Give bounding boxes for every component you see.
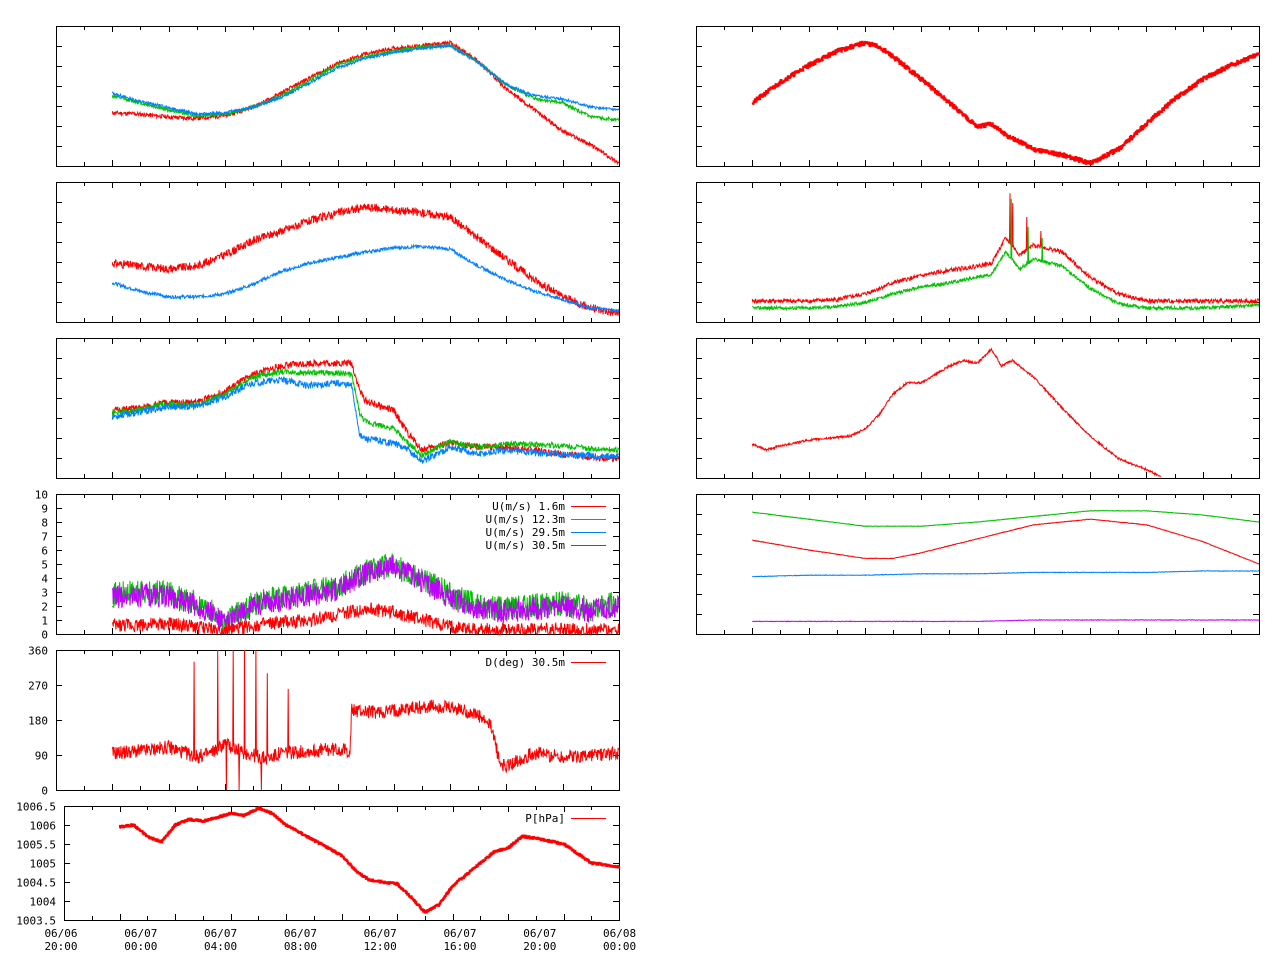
y-tick-label: 3 — [41, 587, 48, 600]
y-tick-label: 1004 — [30, 896, 57, 909]
x-tick-label-time: 16:00 — [443, 940, 476, 953]
series-line-L1-1 — [111, 43, 620, 123]
y-tick-label: 8 — [41, 517, 48, 530]
y-tick-label: 360 — [28, 645, 48, 658]
y-tick-label: 1003.5 — [16, 915, 56, 928]
x-tick-label-date: 06/08 — [603, 927, 636, 940]
y-tick-label: 1 — [41, 615, 48, 628]
x-tick-label-date: 06/06 — [44, 927, 77, 940]
y-tick-label: 1006.5 — [16, 801, 56, 814]
x-tick-label-date: 06/07 — [204, 927, 237, 940]
series-line-R2-1 — [751, 198, 1260, 312]
plot-frame-L2 — [56, 182, 620, 323]
x-tick-label-date: 06/07 — [364, 927, 397, 940]
series-line-R4-2 — [752, 569, 1260, 578]
legend-label: P[hPa] — [525, 812, 565, 825]
series-line-L1-0 — [111, 39, 619, 166]
series-line-R1-0 — [751, 40, 1260, 166]
y-tick-label: 1005.5 — [16, 839, 56, 852]
x-tick-label-date: 06/07 — [523, 927, 556, 940]
legend-label: D(deg) 30.5m — [486, 656, 566, 669]
legend-label: U(m/s) 29.5m — [486, 526, 566, 539]
legend-label: U(m/s) 12.3m — [486, 513, 566, 526]
x-tick-label-time: 20:00 — [523, 940, 556, 953]
x-tick-label-date: 06/07 — [284, 927, 317, 940]
y-tick-label: 1004.5 — [16, 877, 56, 890]
x-tick-label-date: 06/07 — [124, 927, 157, 940]
y-tick-label: 4 — [41, 573, 48, 586]
series-line-L4-1 — [111, 555, 620, 635]
legend-label: U(m/s) 30.5m — [486, 539, 566, 552]
y-tick-label: 0 — [41, 785, 48, 798]
y-tick-label: 180 — [28, 715, 48, 728]
x-tick-label-time: 00:00 — [603, 940, 636, 953]
series-line-L6-0 — [119, 806, 620, 914]
y-tick-label: 5 — [41, 559, 48, 572]
legend-label: U(m/s) 1.6m — [492, 500, 565, 513]
series-line-L4-2 — [111, 602, 620, 636]
y-tick-label: 0 — [41, 629, 48, 642]
x-tick-label-time: 08:00 — [284, 940, 317, 953]
y-tick-label: 7 — [41, 531, 48, 544]
x-tick-label-time: 20:00 — [44, 940, 77, 953]
series-line-L5-0 — [111, 649, 620, 791]
y-tick-label: 9 — [41, 503, 48, 516]
x-tick-label-time: 04:00 — [204, 940, 237, 953]
series-line-L3-2 — [111, 376, 620, 464]
y-tick-label: 1006 — [30, 820, 57, 833]
series-line-L2-1 — [111, 243, 620, 314]
series-line-R4-1 — [752, 518, 1260, 565]
x-tick-label-date: 06/07 — [443, 927, 476, 940]
y-tick-label: 1005 — [30, 858, 57, 871]
series-line-L3-0 — [111, 358, 620, 463]
plot-frame-L1 — [56, 26, 620, 167]
series-line-R4-0 — [752, 509, 1260, 528]
x-tick-label-time: 00:00 — [124, 940, 157, 953]
plot-frame-L5 — [56, 650, 620, 791]
series-line-R4-3 — [752, 618, 1260, 623]
y-tick-label: 10 — [35, 489, 48, 502]
series-line-R3-0 — [751, 347, 1161, 478]
y-tick-label: 2 — [41, 601, 48, 614]
x-tick-label-time: 12:00 — [364, 940, 397, 953]
y-tick-label: 90 — [35, 750, 48, 763]
series-line-L3-1 — [111, 367, 620, 459]
series-line-L1-2 — [111, 43, 620, 117]
y-tick-label: 6 — [41, 545, 48, 558]
y-tick-label: 270 — [28, 680, 48, 693]
plot-frame-R3 — [696, 338, 1260, 479]
series-line-R2-0 — [751, 193, 1260, 305]
series-line-L2-0 — [111, 202, 620, 316]
